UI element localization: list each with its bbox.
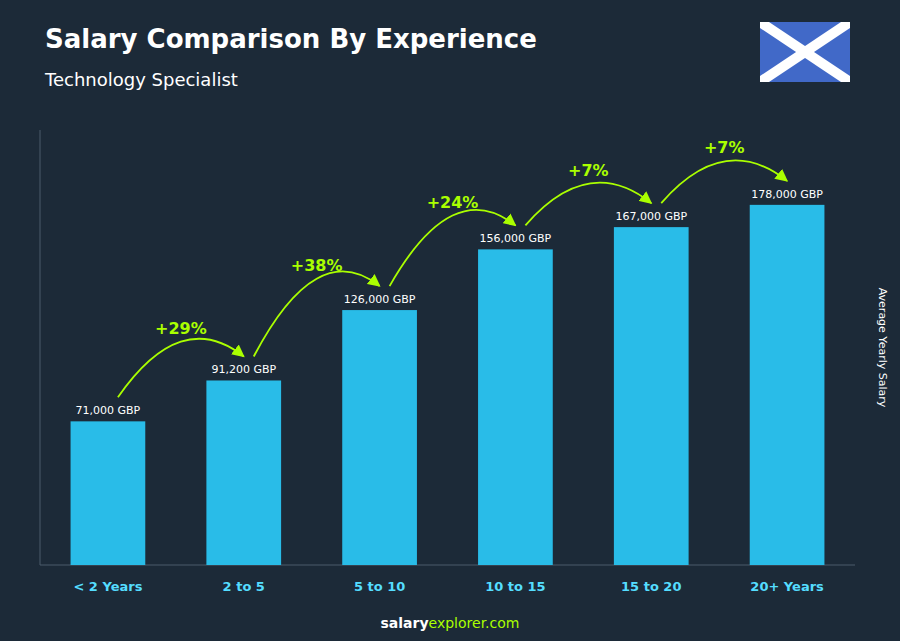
bar: [750, 205, 825, 565]
flag-saltire: [760, 22, 850, 82]
flag-saltire: [760, 22, 850, 82]
y-axis-line: [40, 130, 41, 565]
bar: [614, 227, 689, 565]
page: Chart html, body { margin: 0; padding: 0…: [0, 0, 900, 641]
background: [0, 0, 900, 641]
bar: [478, 249, 553, 565]
footer-part: explorer.com: [429, 615, 520, 631]
change-label: +38%: [291, 256, 343, 275]
change-label: +29%: [155, 319, 207, 338]
data-label: 156,000 GBP: [480, 232, 552, 245]
change-arrow: [390, 210, 516, 286]
x-tick-label: 10 to 15: [485, 579, 545, 594]
change-label: +7%: [568, 161, 609, 180]
chart-container: Salary Comparison By Experience Technolog…: [0, 0, 900, 641]
change-label: +24%: [427, 193, 479, 212]
change-arrow: [118, 339, 244, 398]
x-axis-line: [40, 565, 855, 566]
data-label: 178,000 GBP: [751, 188, 823, 201]
body: {"chart_data": {"type": "bar", "title": …: [0, 0, 900, 641]
bar: [342, 310, 417, 565]
y-axis-label: Average Yearly Salary: [876, 288, 889, 408]
change-arrow: [661, 160, 787, 203]
data-label: 126,000 GBP: [344, 293, 416, 306]
x-tick-label: 20+ Years: [750, 579, 824, 594]
x-tick-label: 15 to 20: [621, 579, 681, 594]
flag: [760, 22, 850, 82]
flag-cross: [760, 22, 850, 82]
title: Salary Comparison By Experience: [45, 24, 537, 54]
flag-field: [760, 22, 850, 82]
x-tick-label: 2 to 5: [223, 579, 265, 594]
x-tick-label: 5 to 10: [354, 579, 405, 594]
change-arrow: [525, 183, 651, 226]
data-label: 91,200 GBP: [211, 363, 276, 376]
bars: [71, 205, 825, 565]
data-label: 167,000 GBP: [615, 210, 687, 223]
change-arrow: [254, 271, 380, 356]
x-tick-label: < 2 Years: [73, 579, 142, 594]
subtitle: Technology Specialist: [44, 69, 238, 90]
data-label: 71,000 GBP: [76, 404, 141, 417]
chart-svg: Salary Comparison By Experience Technolog…: [0, 0, 900, 641]
footer: salaryexplorer.com: [381, 615, 520, 631]
bar: [206, 380, 281, 565]
footer-part: salary: [381, 615, 429, 631]
bar: [71, 421, 146, 565]
change-label: +7%: [704, 138, 745, 157]
